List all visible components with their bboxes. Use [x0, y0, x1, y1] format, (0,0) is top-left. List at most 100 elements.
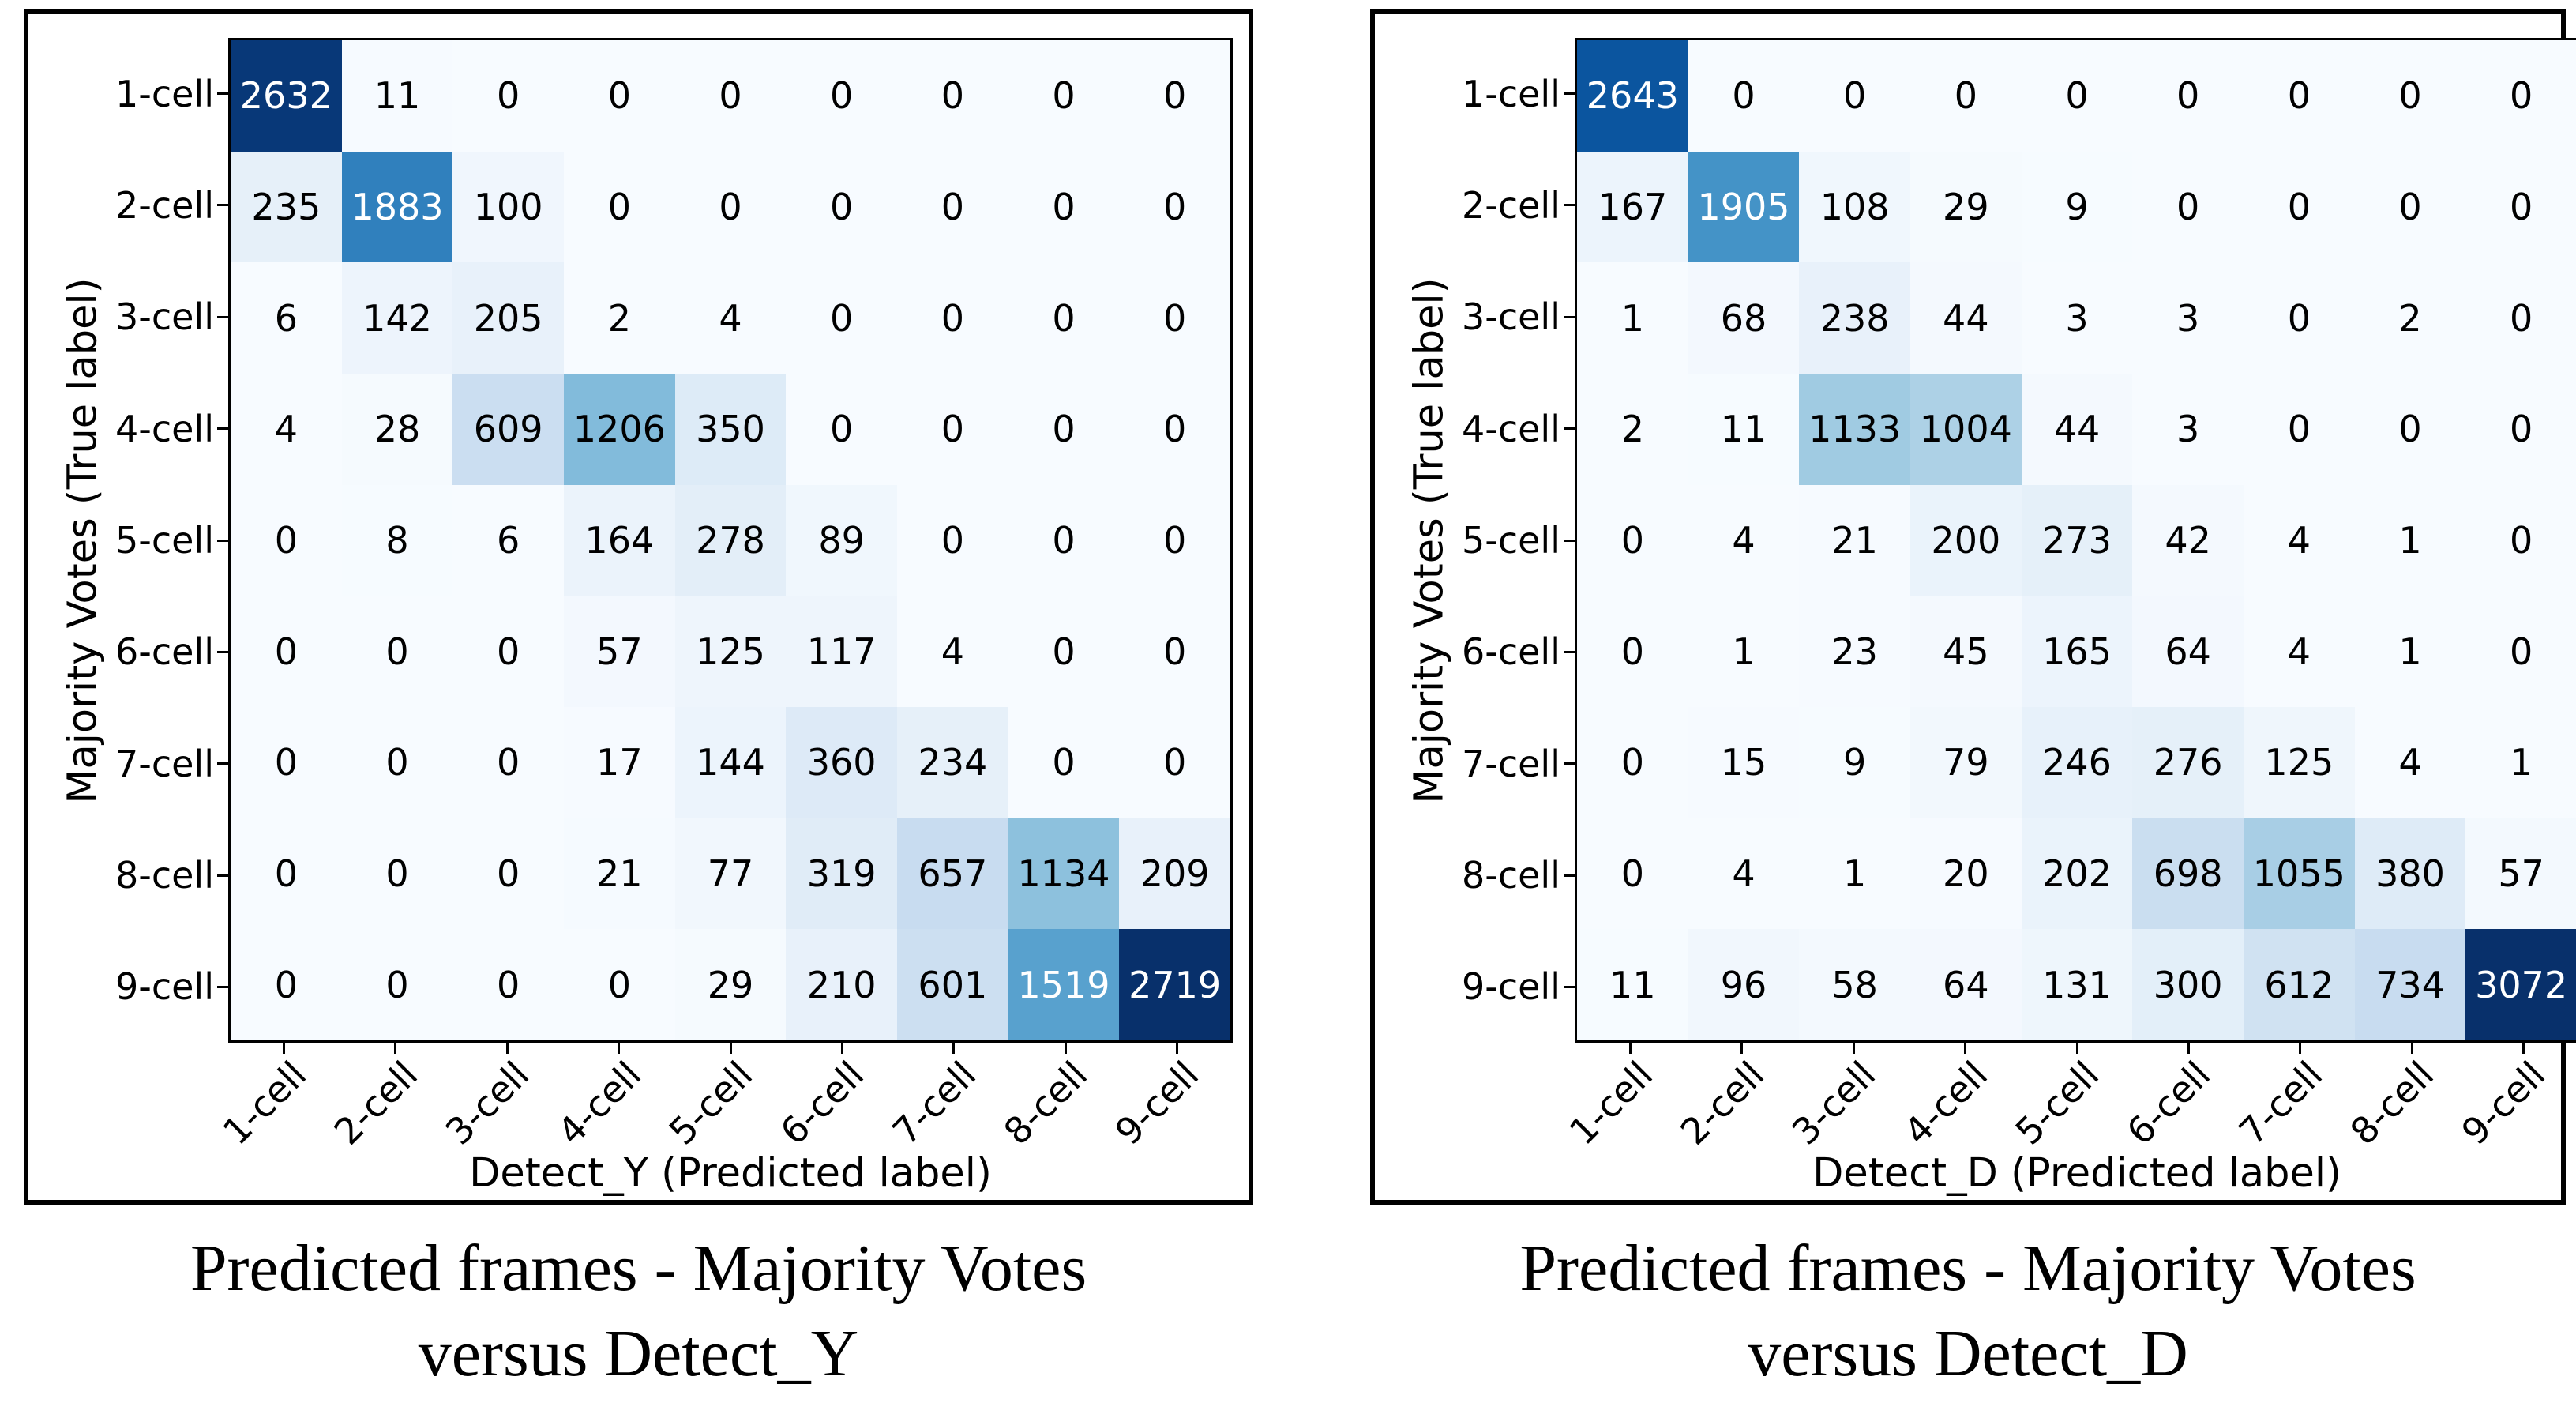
- x-tick-mark: [283, 1043, 286, 1054]
- x-tick-label: 5-cell: [660, 1053, 761, 1153]
- heatmap-cell: 0: [1577, 484, 1688, 596]
- y-tick-mark: [217, 92, 228, 96]
- heatmap-cell: 0: [231, 707, 342, 818]
- heatmap-cell: 4: [2244, 484, 2355, 596]
- heatmap-cell: 0: [452, 818, 564, 930]
- y-tick-label: 3-cell: [1461, 295, 1560, 339]
- y-tick-mark: [1564, 315, 1575, 318]
- heatmap-cell: 44: [1910, 262, 2022, 374]
- heatmap-cell: 273: [2021, 484, 2133, 596]
- heatmap-cell: 6: [452, 484, 564, 596]
- heatmap-cell: 15: [1688, 707, 1800, 818]
- heatmap-cell: 0: [897, 40, 1008, 152]
- heatmap-cell: 21: [564, 818, 675, 930]
- heatmap-cell: 4: [2354, 707, 2466, 818]
- heatmap-cell: 58: [1799, 929, 1910, 1040]
- heatmap-cell: 68: [1688, 262, 1800, 374]
- heatmap-cell: 202: [2021, 818, 2133, 930]
- heatmap-cell: 0: [2132, 151, 2244, 263]
- heatmap-cell: 8: [341, 484, 453, 596]
- x-tick-mark: [840, 1043, 843, 1054]
- heatmap-cell: 0: [564, 929, 675, 1040]
- heatmap-cell: 77: [674, 818, 787, 930]
- heatmap-cell: 246: [2021, 707, 2133, 818]
- y-tick-labels: 1-cell 2-cell 3-cell 4-cell 5-cell 6-cell 7-ce…: [28, 38, 214, 1043]
- heatmap-cell: 42: [2132, 484, 2244, 596]
- heatmap-cell: 0: [1119, 596, 1230, 707]
- heatmap-cell: 0: [341, 929, 453, 1040]
- y-tick-mark: [1564, 539, 1575, 542]
- heatmap-cell: 2643: [1577, 40, 1688, 152]
- x-tick-label: 6-cell: [772, 1053, 873, 1153]
- heatmap-cell: 64: [1910, 929, 2022, 1040]
- heatmap-cell: 0: [2465, 374, 2576, 485]
- heatmap-cell: 0: [1119, 374, 1230, 485]
- y-tick-label: 7-cell: [115, 742, 214, 785]
- y-tick-mark: [217, 985, 228, 988]
- heatmap-cell: 3: [2132, 374, 2244, 485]
- heatmap-cell: 278: [674, 484, 787, 596]
- heatmap-cell: 3: [2132, 262, 2244, 374]
- caption-detect-y: Predicted frames - Majority Votes versus…: [24, 1226, 1253, 1397]
- heatmap-cell: 1519: [1008, 929, 1120, 1040]
- heatmap-cell: 0: [1799, 40, 1910, 152]
- x-tick-mark: [2187, 1043, 2190, 1054]
- heatmap-cell: 0: [452, 707, 564, 818]
- heatmap-cell: 0: [786, 262, 897, 374]
- heatmap-cell: 235: [231, 151, 342, 263]
- heatmap-cell: 89: [786, 484, 897, 596]
- confusion-matrix-panel-detect-y: Majority Votes (True label) 1-cell 2-cell…: [24, 9, 1253, 1205]
- heatmap-cell: 2632: [231, 40, 342, 152]
- heatmap-cell: 609: [452, 374, 564, 485]
- x-tick-mark: [618, 1043, 621, 1054]
- heatmap-cell: 1: [1799, 818, 1910, 930]
- heatmap-cell: 2: [564, 262, 675, 374]
- heatmap-cell: 0: [452, 596, 564, 707]
- heatmap-cell: 29: [1910, 151, 2022, 263]
- heatmap-cell: 9: [2021, 151, 2133, 263]
- heatmap-cell: 0: [2021, 40, 2133, 152]
- heatmap-cell: 57: [564, 596, 675, 707]
- heatmap-cell: 1: [2354, 484, 2466, 596]
- x-tick-mark: [2410, 1043, 2413, 1054]
- y-tick-label: 8-cell: [1461, 854, 1560, 897]
- heatmap-cell: 0: [341, 596, 453, 707]
- heatmap-cell: 2719: [1119, 929, 1230, 1040]
- heatmap-cell: 205: [452, 262, 564, 374]
- heatmap-cell: 0: [1008, 596, 1120, 707]
- x-tick-label: 8-cell: [2341, 1053, 2443, 1153]
- y-tick-mark: [217, 762, 228, 765]
- heatmap-cell: 1134: [1008, 818, 1120, 930]
- heatmap-cell: 0: [1577, 818, 1688, 930]
- x-tick-mark: [1964, 1043, 1967, 1054]
- heatmap-cell: 44: [2021, 374, 2133, 485]
- x-tick-label: 7-cell: [2230, 1053, 2330, 1153]
- x-tick-mark: [1175, 1043, 1178, 1054]
- heatmap-cell: 0: [897, 484, 1008, 596]
- heatmap-cell: 234: [897, 707, 1008, 818]
- heatmap-cell: 1883: [341, 151, 453, 263]
- y-tick-mark: [1564, 985, 1575, 988]
- heatmap-cell: 612: [2244, 929, 2355, 1040]
- x-tick-label: 2-cell: [325, 1053, 426, 1153]
- heatmap-cell: 0: [897, 262, 1008, 374]
- y-tick-label: 8-cell: [115, 854, 214, 897]
- heatmap-cell: 0: [1688, 40, 1800, 152]
- heatmap-cell: 657: [897, 818, 1008, 930]
- y-tick-label: 4-cell: [1461, 407, 1560, 450]
- heatmap-cell: 1: [1688, 596, 1800, 707]
- heatmap-cell: 11: [1577, 929, 1688, 1040]
- heatmap-cell: 0: [1008, 151, 1120, 263]
- heatmap-cell: 125: [674, 596, 787, 707]
- heatmap-cell: 0: [2244, 374, 2355, 485]
- y-tick-mark: [1564, 762, 1575, 765]
- heatmap-cell: 0: [231, 818, 342, 930]
- caption-detect-d: Predicted frames - Majority Votes versus…: [1370, 1226, 2566, 1397]
- heatmap-cell: 0: [897, 374, 1008, 485]
- x-tick-mark: [1064, 1043, 1067, 1054]
- x-tick-mark: [2522, 1043, 2525, 1054]
- heatmap-cell: 1: [2465, 707, 2576, 818]
- heatmap-cell: 28: [341, 374, 453, 485]
- heatmap-cell: 23: [1799, 596, 1910, 707]
- heatmap-cell: 0: [2354, 374, 2466, 485]
